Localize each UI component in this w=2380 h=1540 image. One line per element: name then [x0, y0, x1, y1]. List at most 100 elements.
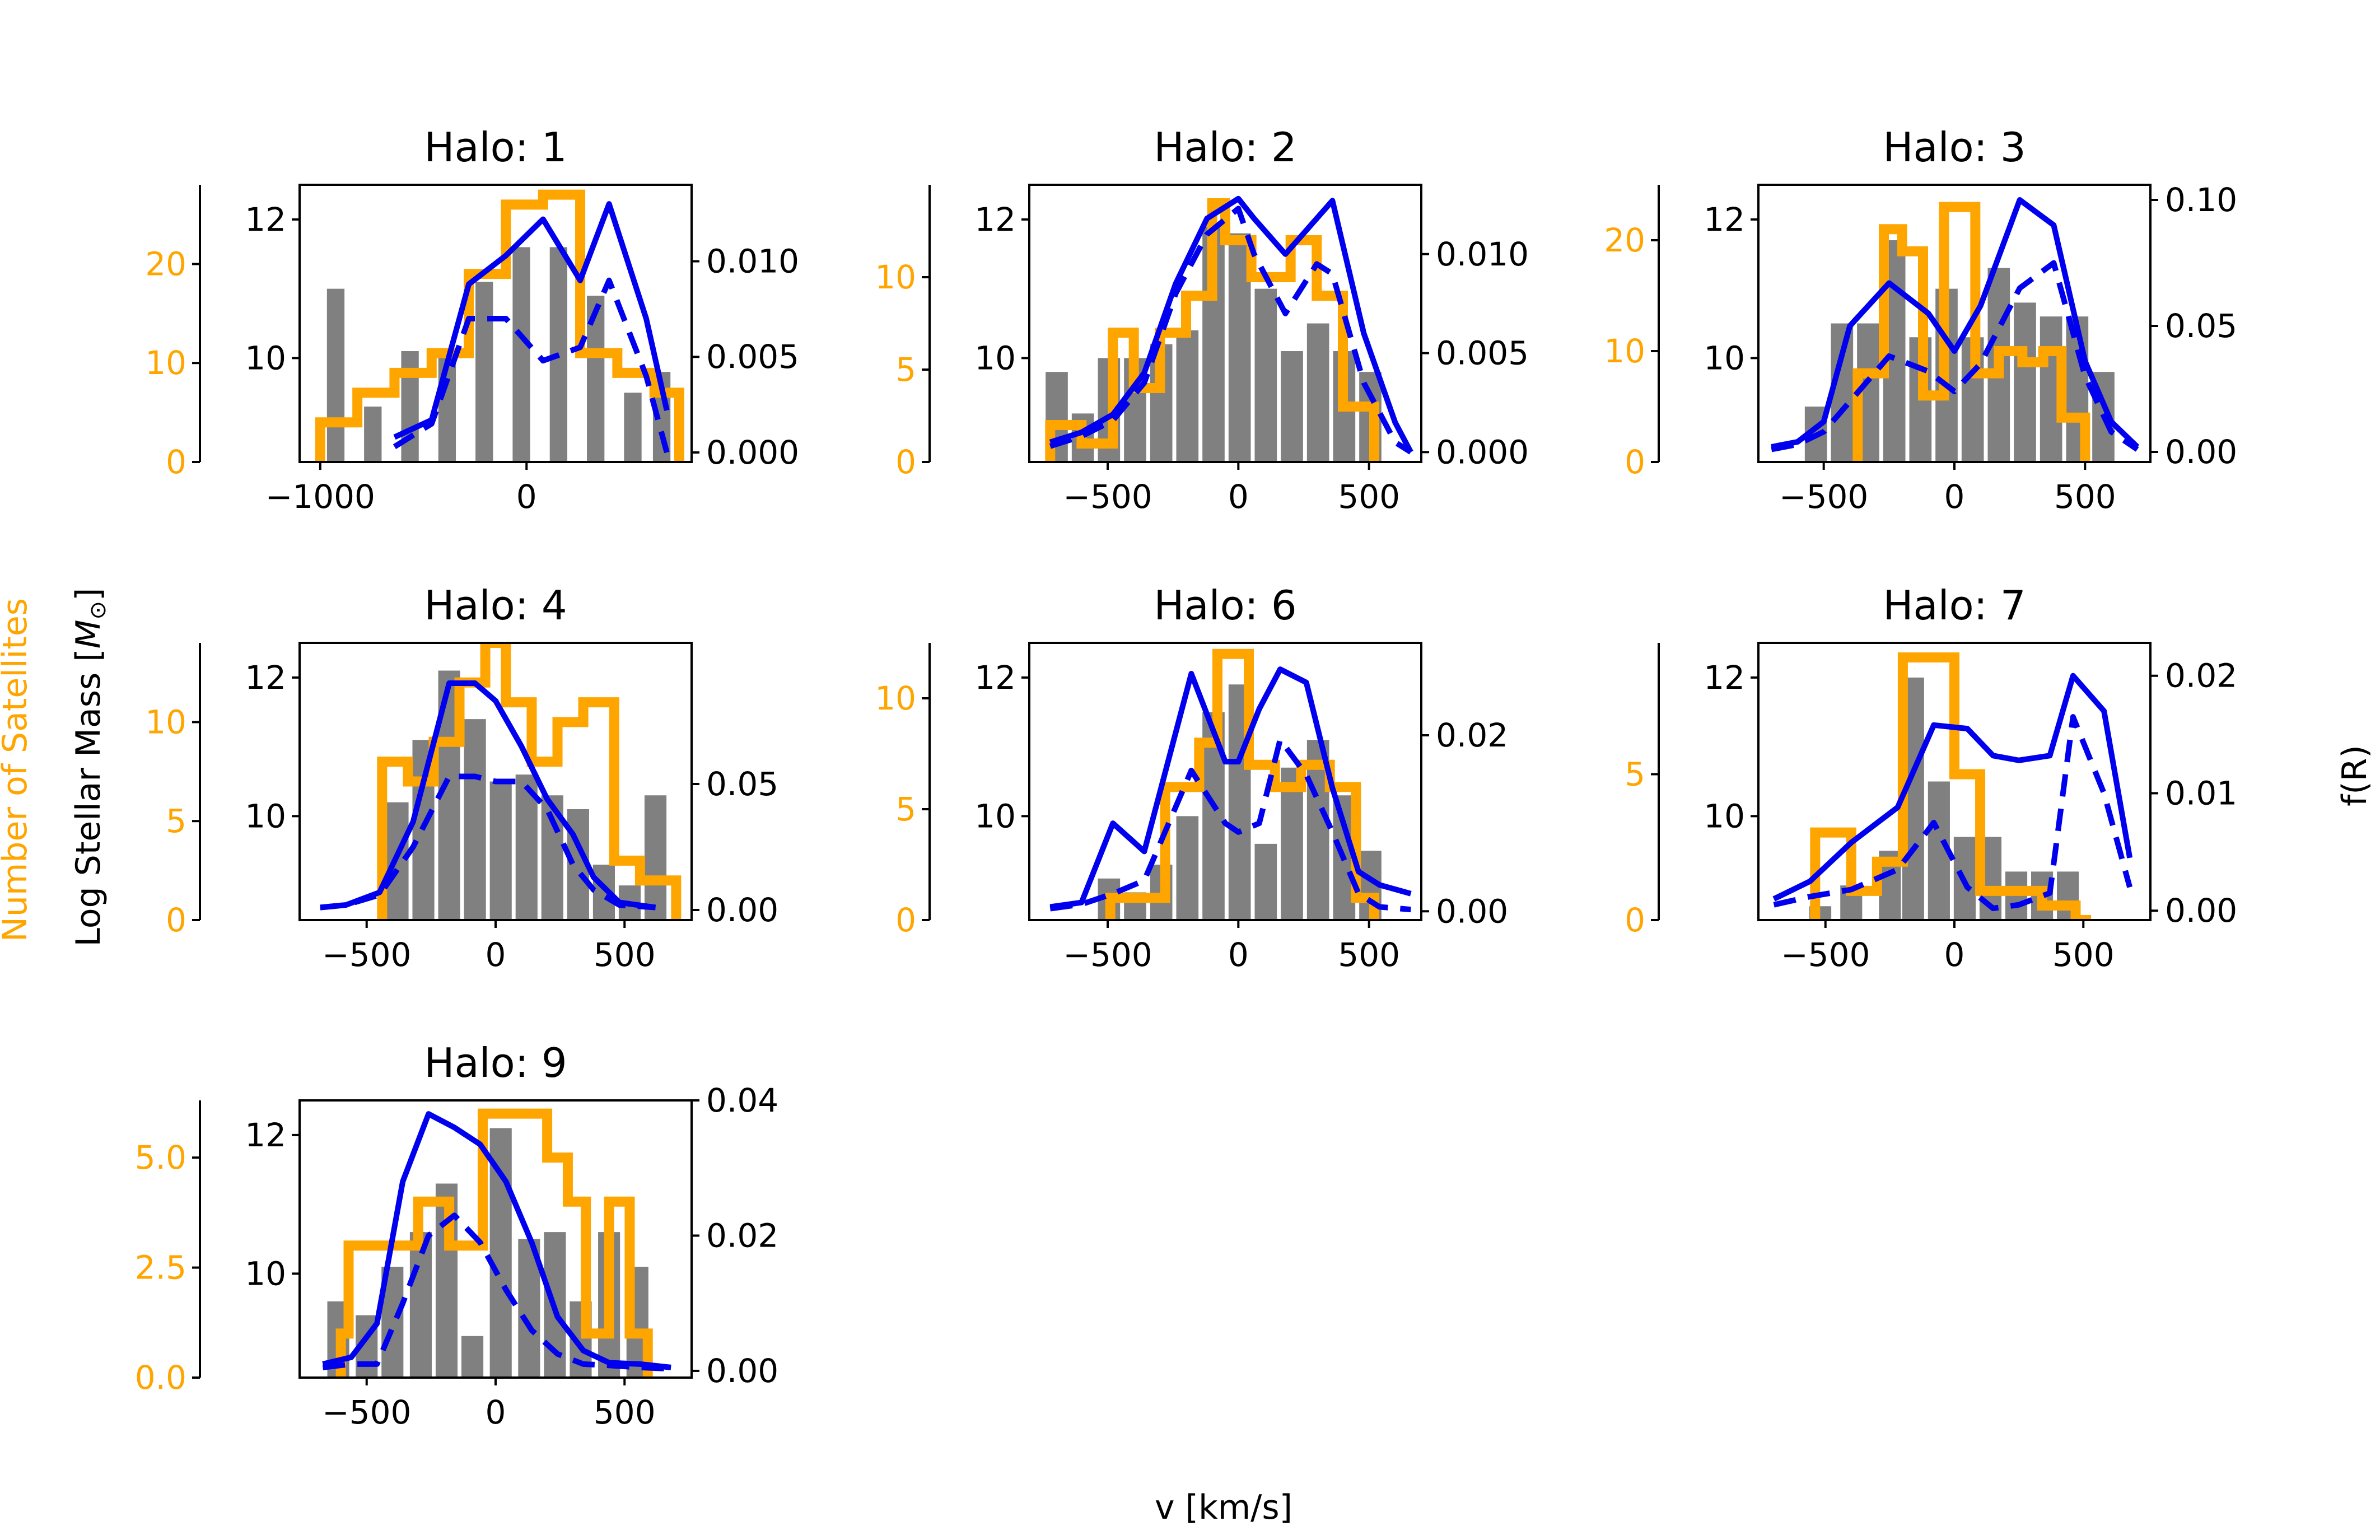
count-tick-label: 0	[166, 443, 186, 481]
fr-tick-label: 0.010	[1436, 235, 1529, 273]
mass-tick-label: 10	[245, 339, 286, 377]
mass-bar	[1254, 843, 1277, 920]
mass-bar	[2005, 871, 2028, 920]
count-histogram	[1045, 198, 1379, 462]
fr-tick-label: 0.005	[1436, 334, 1529, 372]
mass-tick-label: 10	[974, 797, 1016, 835]
count-tick-label: 5	[895, 351, 916, 389]
mass-bar	[1306, 323, 1329, 462]
mass-bar	[624, 393, 642, 462]
fr-tick-label: 0.01	[2165, 774, 2237, 812]
panel-halo-3: Halo: 3 −500 0 500 10 12 0 10 20 0.00 0.05 0.10	[1604, 124, 2237, 516]
fr-solid-line	[322, 1111, 671, 1370]
fr-solid-line	[1772, 673, 2133, 902]
x-tick-label: −500	[1063, 936, 1152, 974]
count-tick-label: 2.5	[135, 1249, 186, 1287]
plot-area	[1045, 195, 1413, 462]
mass-bar	[438, 358, 456, 462]
fr-tick-label: 0.05	[706, 765, 778, 803]
fr-tick-label: 0.000	[1436, 433, 1529, 471]
mass-bar	[326, 288, 345, 462]
count-histogram	[315, 189, 684, 462]
plot-area	[320, 643, 682, 920]
mass-bar	[1176, 330, 1199, 462]
count-tick-label: 10	[1604, 332, 1645, 370]
fr-tick-label: 0.00	[706, 1352, 778, 1390]
panel-title: Halo: 6	[1154, 582, 1296, 629]
plot-frame	[1028, 642, 1422, 921]
count-histogram	[335, 1108, 653, 1378]
mass-tick-label: 10	[245, 797, 286, 835]
fr-tick-label: 0.005	[706, 338, 799, 376]
panel-title: Halo: 1	[424, 124, 567, 171]
x-tick-label: −500	[1063, 478, 1152, 516]
count-histogram	[1810, 652, 2092, 920]
fr-tick-label: 0.02	[706, 1216, 778, 1254]
mass-bar	[512, 247, 530, 462]
plot-frame	[298, 184, 693, 463]
mass-bar	[644, 795, 667, 920]
count-tick-label: 10	[145, 344, 186, 382]
fr-dashed-line	[1049, 206, 1413, 455]
fr-dashed-line	[393, 277, 670, 454]
x-tick-label: −500	[322, 1393, 411, 1431]
panel-title: Halo: 4	[424, 582, 567, 629]
mass-bar	[475, 282, 493, 462]
fr-tick-label: 0.00	[2165, 433, 2237, 471]
count-tick-label: 5	[166, 802, 186, 840]
mass-tick-label: 10	[1704, 797, 1745, 835]
x-tick-label: −1000	[265, 478, 375, 516]
count-tick-label: 10	[145, 703, 186, 741]
count-tick-label: 0.0	[135, 1359, 186, 1397]
y-axis-label-mass-unit: M	[69, 620, 108, 649]
mass-tick-label: 12	[245, 659, 286, 697]
count-tick-label: 20	[1604, 221, 1645, 259]
count-tick-label: 0	[895, 443, 916, 481]
count-histogram	[377, 643, 682, 920]
mass-tick-label: 12	[1704, 659, 1745, 697]
panel-halo-5: Halo: 6 −500 0 500 10 12 0 5 10 0.00 0.02	[875, 582, 1508, 974]
panel-title: Halo: 3	[1883, 124, 2026, 171]
x-tick-label: 500	[1338, 478, 1400, 516]
y-axis-label-mass-sub: ⊙	[85, 601, 111, 620]
count-tick-label: 5	[895, 790, 916, 828]
x-tick-label: 500	[2054, 478, 2116, 516]
fr-solid-line	[320, 680, 656, 911]
fr-dashed-line	[1773, 714, 2132, 912]
x-tick-label: 0	[486, 1393, 506, 1431]
fr-tick-label: 0.02	[2165, 657, 2237, 695]
mass-bar	[1176, 816, 1199, 920]
fr-dashed-line	[1049, 736, 1411, 913]
x-tick-label: −500	[1779, 478, 1868, 516]
x-tick-label: 0	[1228, 478, 1249, 516]
count-tick-label: 5	[1625, 755, 1645, 793]
x-tick-label: 0	[1228, 936, 1249, 974]
panels: Halo: 1−1000 01012010200.0000.0050.010Hal…	[135, 124, 2237, 1431]
count-tick-label: 0	[1625, 443, 1645, 481]
mass-tick-label: 12	[245, 200, 286, 239]
mass-tick-label: 12	[1704, 200, 1745, 239]
y-axis-label-count: Number of Satellites	[0, 598, 35, 942]
panel-halo-7: Halo: 9 −500 0 500 10 12 0.0 2.5 5.0 0.00 0.02 0.04	[135, 1039, 778, 1431]
fr-solid-line	[1771, 197, 2140, 450]
plot-area	[1771, 197, 2140, 462]
fr-tick-label: 0.000	[706, 433, 799, 472]
fr-solid-line	[393, 201, 670, 440]
count-tick-label: 10	[875, 679, 916, 717]
count-tick-label: 0	[166, 901, 186, 939]
fr-tick-label: 0.00	[2165, 892, 2237, 930]
y-axis-label-mass-close: ]	[69, 588, 108, 601]
x-tick-label: 0	[486, 936, 506, 974]
y-axis-label-fr: f(R)	[2335, 745, 2374, 806]
plot-area	[315, 189, 684, 462]
fr-tick-label: 0.02	[1436, 716, 1508, 754]
x-axis-label: v [km/s]	[1155, 1488, 1292, 1527]
mass-bar	[409, 1232, 432, 1378]
x-tick-label: 500	[594, 1393, 656, 1431]
x-tick-label: 500	[594, 936, 656, 974]
fr-tick-label: 0.00	[706, 891, 778, 929]
x-tick-label: −500	[322, 936, 411, 974]
x-tick-label: 500	[1338, 936, 1400, 974]
count-histogram	[1105, 648, 1379, 920]
